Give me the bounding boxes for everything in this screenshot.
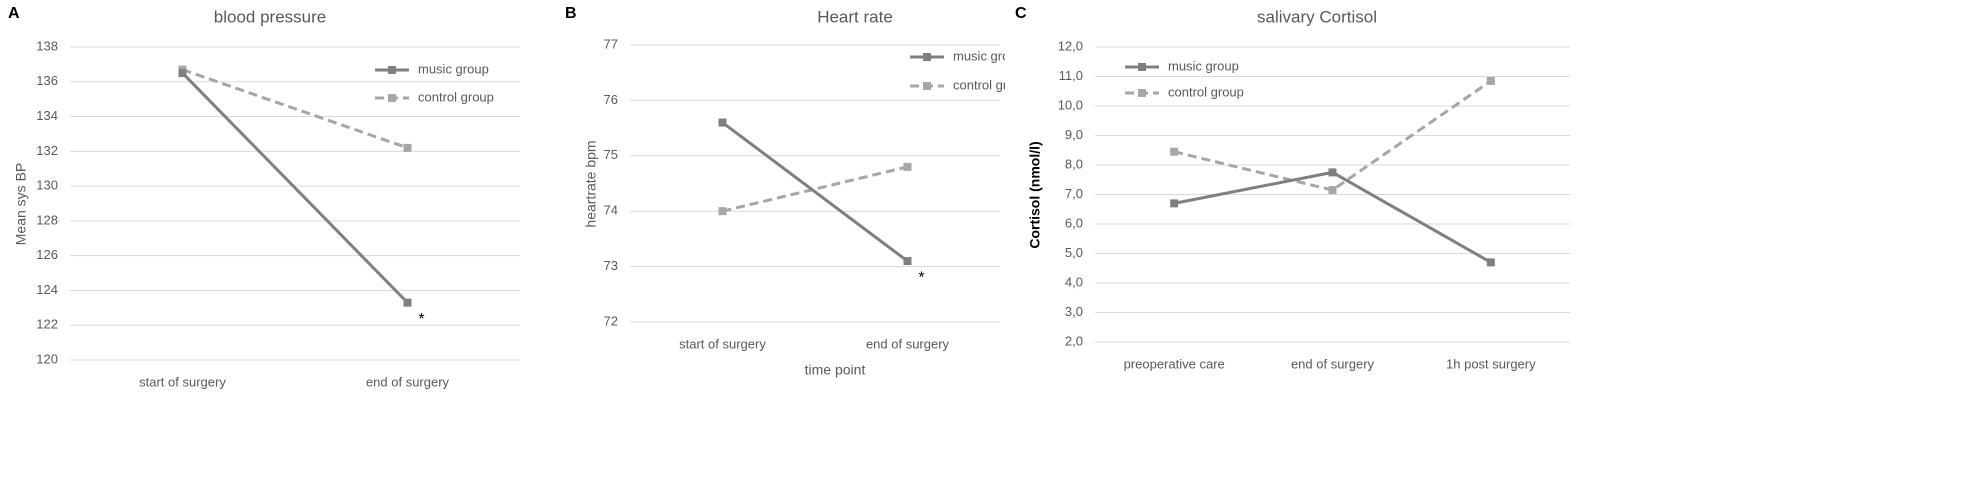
x-tick-label: end of surgery <box>1291 356 1375 371</box>
y-tick-label: 138 <box>36 38 58 53</box>
legend-label: music group <box>418 61 489 76</box>
marker <box>1328 168 1337 177</box>
y-tick-label: 3,0 <box>1065 304 1083 319</box>
panel-label: B <box>565 5 577 22</box>
y-tick-label: 5,0 <box>1065 245 1083 260</box>
y-tick-label: 132 <box>36 143 58 158</box>
x-tick-label: preoperative care <box>1124 356 1225 371</box>
legend-marker <box>923 53 931 61</box>
marker <box>903 257 912 266</box>
x-tick-label: 1h post surgery <box>1446 356 1536 371</box>
series-line <box>1173 170 1492 264</box>
series-line <box>721 121 909 263</box>
legend-label: control group <box>418 89 494 104</box>
y-axis-label: Mean sys BP <box>13 163 29 245</box>
y-axis-label: Cortisol (nmol/l) <box>1027 141 1043 248</box>
x-tick-label: start of surgery <box>679 336 766 351</box>
y-tick-label: 126 <box>36 247 58 262</box>
marker <box>718 118 727 127</box>
y-tick-label: 122 <box>36 317 58 332</box>
y-tick-label: 73 <box>604 258 618 273</box>
chart-title: blood pressure <box>214 7 326 26</box>
y-tick-label: 76 <box>604 92 618 107</box>
panel-label: A <box>8 5 20 22</box>
legend-marker <box>1138 63 1146 71</box>
legend-marker <box>923 82 931 90</box>
marker <box>1486 258 1495 267</box>
marker <box>178 69 187 78</box>
y-tick-label: 9,0 <box>1065 127 1083 142</box>
y-tick-label: 2,0 <box>1065 333 1083 348</box>
y-tick-label: 136 <box>36 73 58 88</box>
y-tick-label: 72 <box>604 313 618 328</box>
marker <box>1328 186 1337 195</box>
legend-marker <box>1138 89 1146 97</box>
legend: control group music group <box>910 48 1029 92</box>
legend-marker <box>388 66 396 74</box>
y-tick-label: 130 <box>36 178 58 193</box>
legend-label: music group <box>1168 58 1239 73</box>
legend: control group music group <box>375 61 494 104</box>
y-tick-label: 120 <box>36 351 58 366</box>
x-tick-label: end of surgery <box>366 374 450 389</box>
marker <box>903 162 912 171</box>
y-tick-label: 10,0 <box>1058 97 1083 112</box>
panel-label: C <box>1015 5 1027 22</box>
y-axis-label: heartrate bpm <box>583 140 599 227</box>
y-tick-label: 11,0 <box>1059 68 1083 83</box>
chart-title: salivary Cortisol <box>1257 7 1377 26</box>
marker <box>403 298 412 307</box>
y-tick-label: 74 <box>604 203 618 218</box>
legend-label: control group <box>953 77 1029 92</box>
annotation: * <box>418 311 424 328</box>
series-line <box>181 72 409 304</box>
y-tick-label: 12,0 <box>1058 38 1083 53</box>
marker <box>403 143 412 152</box>
x-axis-label: time point <box>805 362 866 378</box>
y-tick-label: 75 <box>604 147 618 162</box>
x-tick-label: end of surgery <box>866 336 950 351</box>
series-line <box>182 68 408 150</box>
y-tick-label: 77 <box>604 36 618 51</box>
marker <box>718 207 727 216</box>
y-tick-label: 8,0 <box>1065 156 1083 171</box>
marker <box>1170 199 1179 208</box>
y-tick-label: 4,0 <box>1065 274 1083 289</box>
annotation: * <box>918 269 924 286</box>
y-tick-label: 6,0 <box>1065 215 1083 230</box>
legend-label: music group <box>953 48 1024 63</box>
legend: control group music group <box>1125 58 1244 99</box>
legend-marker <box>388 94 396 102</box>
chart-title: Heart rate <box>817 7 893 26</box>
y-tick-label: 128 <box>36 212 58 227</box>
x-tick-label: start of surgery <box>139 374 226 389</box>
series-line <box>722 165 908 213</box>
y-tick-label: 134 <box>36 108 58 123</box>
y-tick-label: 124 <box>36 282 58 297</box>
y-tick-label: 7,0 <box>1065 186 1083 201</box>
legend-label: control group <box>1168 84 1244 99</box>
marker <box>1170 147 1179 156</box>
marker <box>1486 76 1495 85</box>
